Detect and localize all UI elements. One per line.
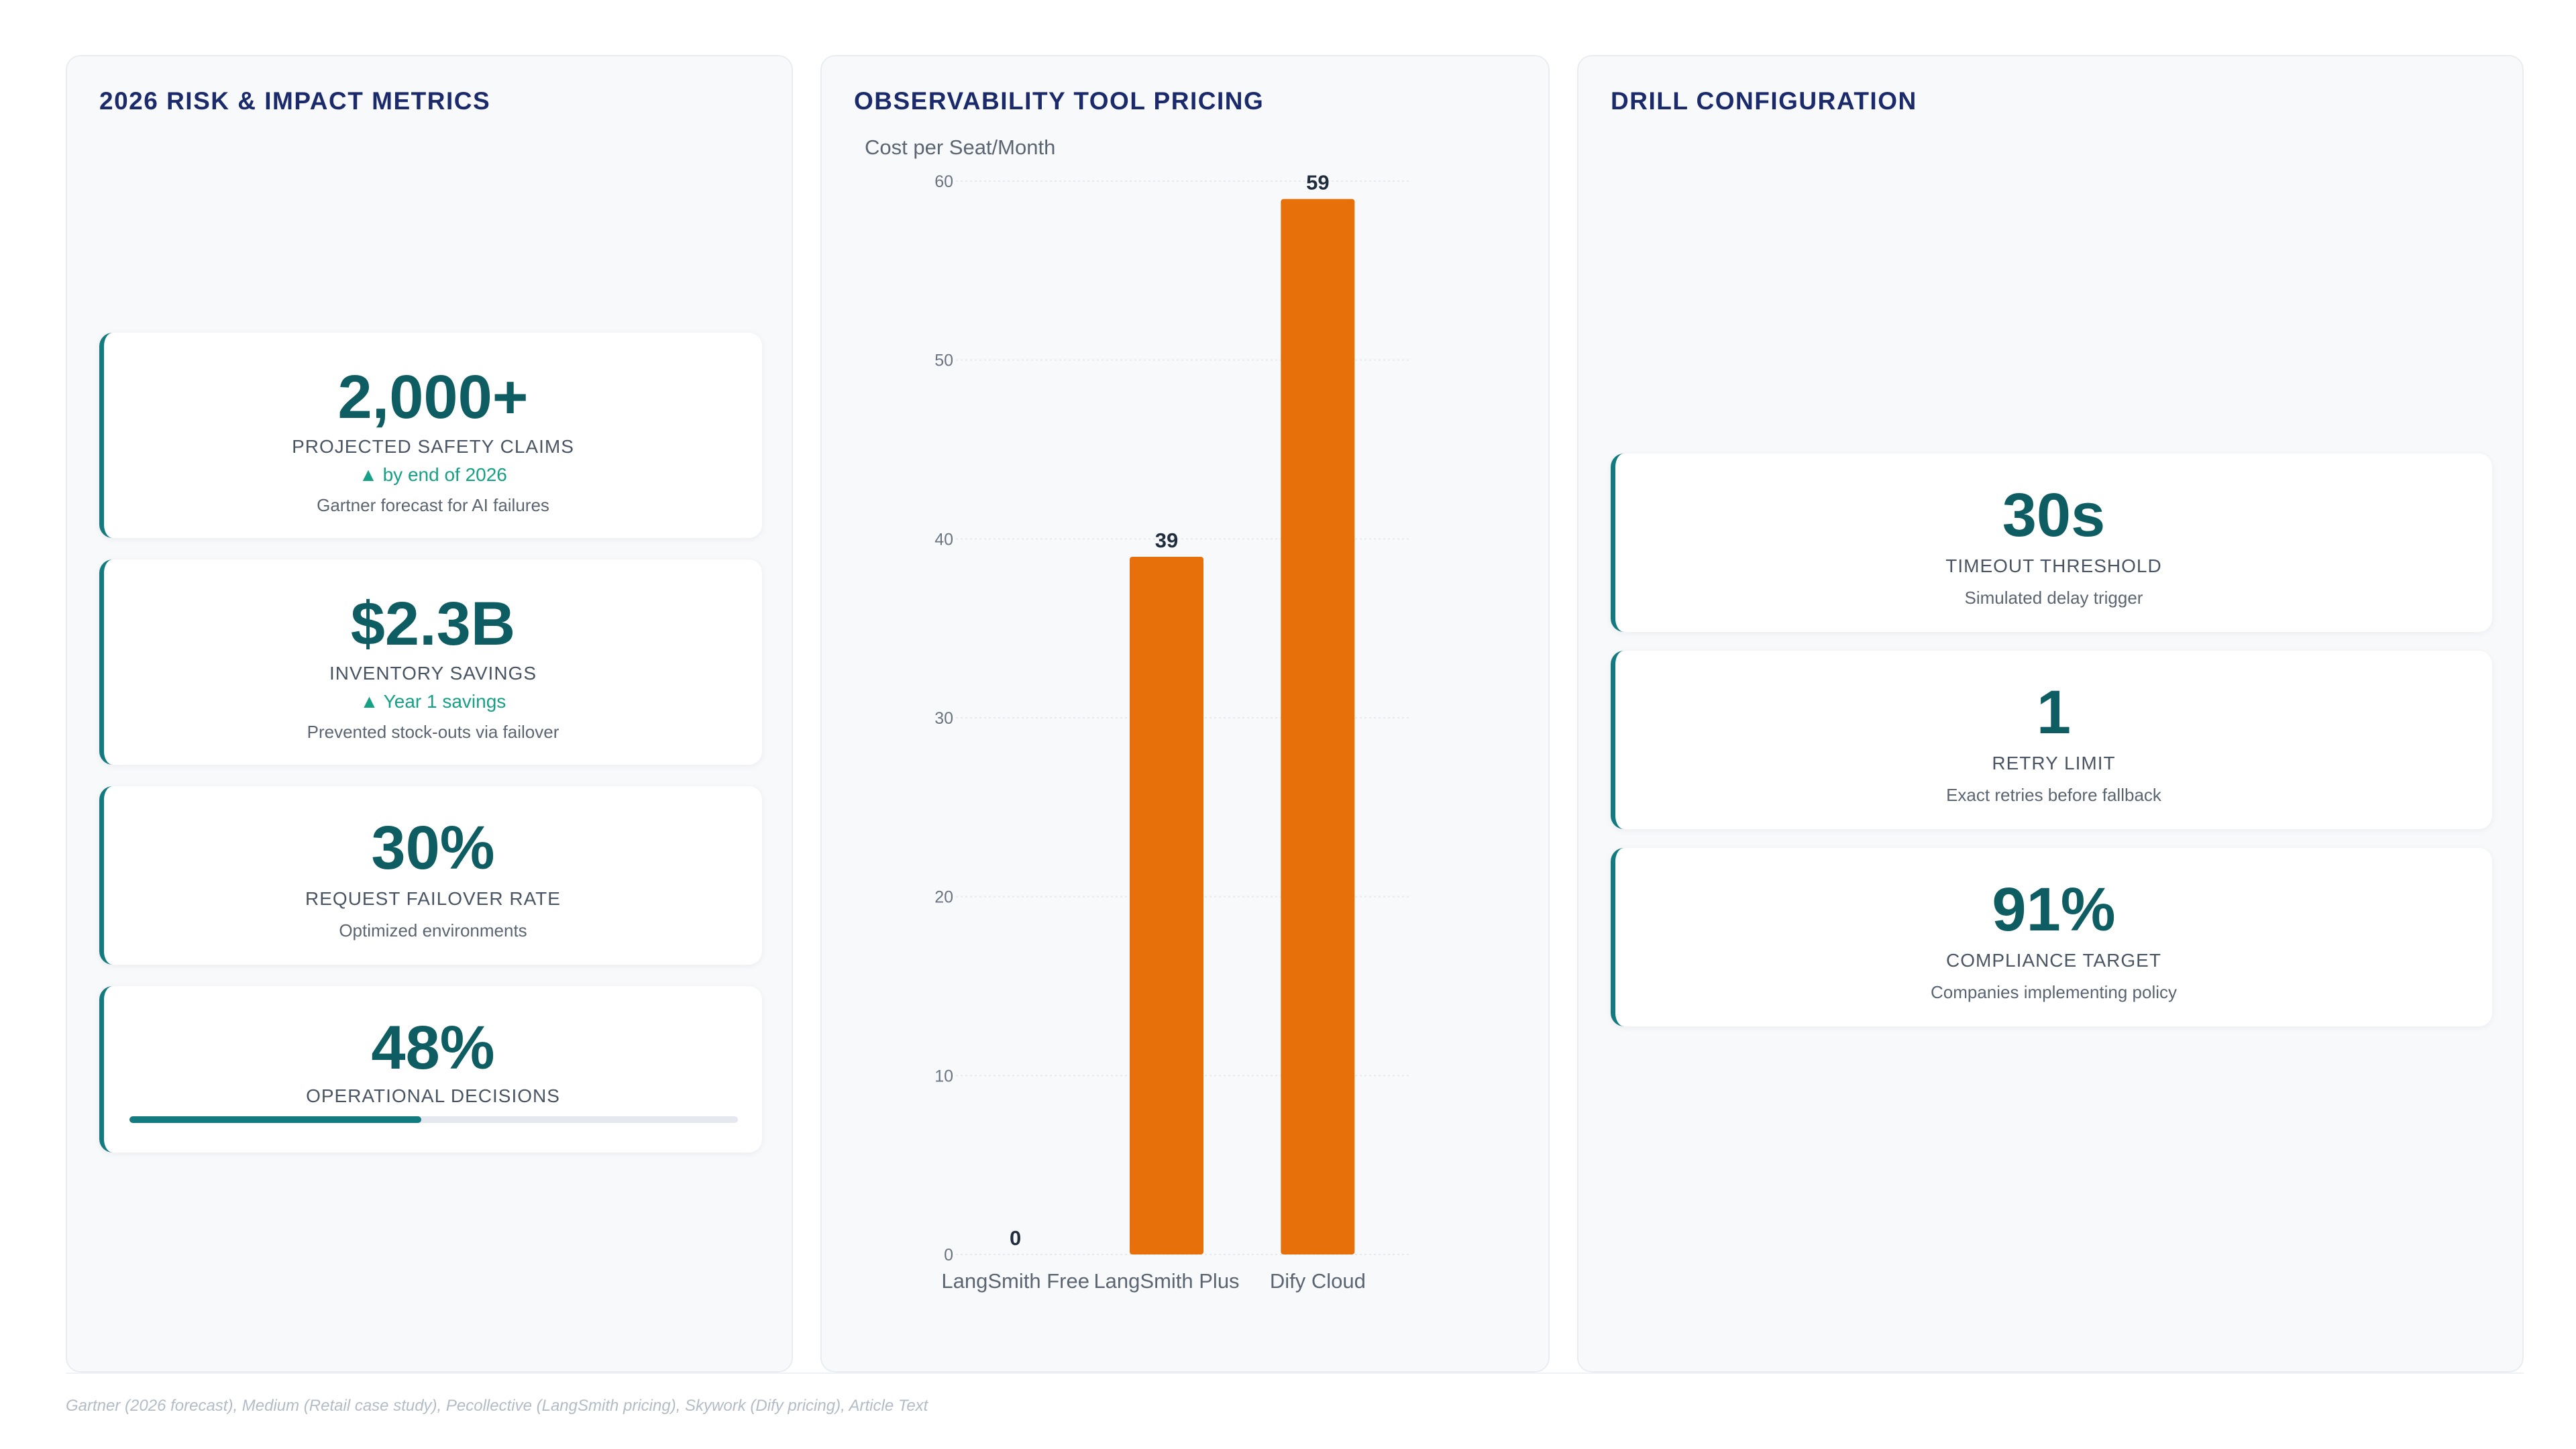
bar bbox=[1281, 199, 1355, 1254]
config-note: Companies implementing policy bbox=[1930, 982, 2178, 1002]
metric-trend: ▲ by end of 2026 bbox=[359, 464, 507, 485]
metric-label: PROJECTED SAFETY CLAIMS bbox=[292, 436, 574, 457]
y-tick-label: 20 bbox=[934, 888, 953, 907]
config-label: RETRY LIMIT bbox=[1992, 753, 2116, 773]
bar bbox=[1130, 557, 1203, 1254]
y-tick-label: 10 bbox=[934, 1067, 953, 1085]
metric-value: 30% bbox=[371, 814, 495, 882]
y-axis-label: Cost per Seat/Month bbox=[865, 136, 1055, 159]
risk-impact-panel: 2026 RISK & IMPACT METRICS 2,000+ PROJEC… bbox=[66, 55, 793, 1373]
panel-title: OBSERVABILITY TOOL PRICING bbox=[854, 87, 1265, 115]
metric-note: Gartner forecast for AI failures bbox=[317, 495, 549, 515]
metric-label: OPERATIONAL DECISIONS bbox=[306, 1085, 560, 1106]
footer-divider bbox=[66, 1373, 2524, 1374]
x-tick-label: LangSmith Free bbox=[941, 1269, 1089, 1293]
metric-label: INVENTORY SAVINGS bbox=[329, 663, 537, 684]
y-tick-label: 50 bbox=[934, 352, 953, 370]
pricing-bar-chart: Cost per Seat/Month 0 10 20 30 40 50 60 0 LangSmi… bbox=[865, 136, 1409, 1293]
config-label: COMPLIANCE TARGET bbox=[1946, 950, 2161, 971]
metric-note: Prevented stock-outs via failover bbox=[307, 722, 559, 742]
pricing-panel: OBSERVABILITY TOOL PRICING Cost per Seat… bbox=[820, 55, 1550, 1373]
metric-value: $2.3B bbox=[350, 590, 516, 658]
y-tick-label: 60 bbox=[934, 172, 953, 191]
metric-value: 2,000+ bbox=[337, 363, 529, 431]
panel-title: 2026 RISK & IMPACT METRICS bbox=[99, 87, 491, 115]
config-card-compliance: 91% COMPLIANCE TARGET Companies implemen… bbox=[1611, 848, 2492, 1026]
panel-title: DRILL CONFIGURATION bbox=[1611, 87, 1917, 115]
bar-value-label: 59 bbox=[1306, 171, 1329, 195]
config-note: Simulated delay trigger bbox=[1964, 588, 2143, 608]
metric-value: 48% bbox=[371, 1014, 495, 1082]
config-note: Exact retries before fallback bbox=[1946, 785, 2161, 805]
metric-card-safety-claims: 2,000+ PROJECTED SAFETY CLAIMS ▲ by end … bbox=[99, 333, 762, 538]
metric-label: REQUEST FAILOVER RATE bbox=[305, 888, 561, 909]
config-value: 30s bbox=[2002, 481, 2106, 549]
metric-card-failover-rate: 30% REQUEST FAILOVER RATE Optimized envi… bbox=[99, 786, 762, 965]
bar-value-label: 39 bbox=[1155, 529, 1178, 552]
metric-card-inventory-savings: $2.3B INVENTORY SAVINGS ▲ Year 1 savings… bbox=[99, 559, 762, 765]
sources-footer: Gartner (2026 forecast), Medium (Retail … bbox=[66, 1397, 928, 1415]
metric-note: Optimized environments bbox=[339, 920, 527, 941]
y-tick-label: 40 bbox=[934, 530, 953, 549]
progress-fill bbox=[129, 1116, 422, 1123]
drill-config-panel: DRILL CONFIGURATION 30s TIMEOUT THRESHOL… bbox=[1577, 55, 2524, 1373]
config-value: 91% bbox=[1992, 875, 2116, 944]
x-tick-label: LangSmith Plus bbox=[1093, 1269, 1239, 1293]
metric-card-operational-decisions: 48% OPERATIONAL DECISIONS bbox=[99, 986, 762, 1152]
config-card-timeout: 30s TIMEOUT THRESHOLD Simulated delay tr… bbox=[1611, 453, 2492, 632]
config-value: 1 bbox=[2036, 678, 2072, 747]
bar-value-label: 0 bbox=[1010, 1226, 1021, 1250]
config-label: TIMEOUT THRESHOLD bbox=[1945, 555, 2162, 576]
metric-trend: ▲ Year 1 savings bbox=[360, 691, 506, 712]
progress-bar bbox=[129, 1116, 738, 1123]
x-tick-label: Dify Cloud bbox=[1270, 1269, 1366, 1293]
y-tick-label: 0 bbox=[944, 1246, 953, 1265]
config-card-retry-limit: 1 RETRY LIMIT Exact retries before fallb… bbox=[1611, 651, 2492, 829]
y-tick-label: 30 bbox=[934, 709, 953, 728]
